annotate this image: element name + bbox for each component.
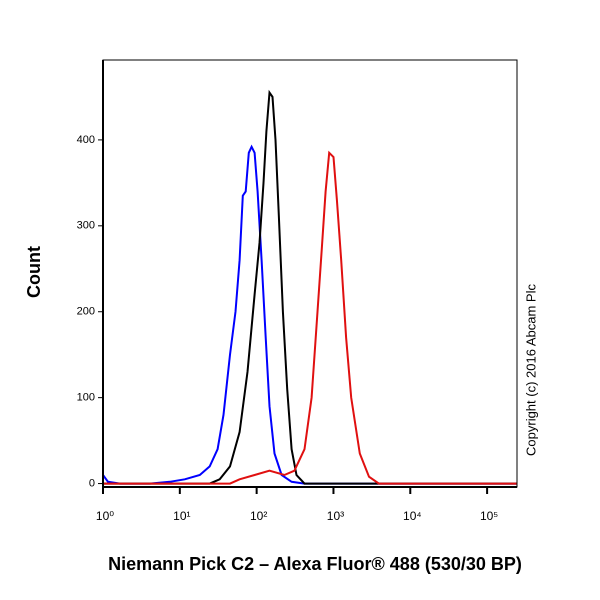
plot-frame	[102, 59, 518, 488]
y-axis-label: Count	[24, 246, 44, 298]
x-tick-label: 10⁴	[403, 509, 422, 523]
x-tick-label: 10³	[327, 509, 344, 523]
y-tick-label: 200	[77, 306, 95, 318]
copyright: Copyright (c) 2016 Abcam Plc	[523, 284, 538, 456]
y-tick-label: 300	[77, 220, 95, 232]
x-tick-label: 10⁵	[480, 509, 498, 523]
y-tick-label: 0	[89, 477, 95, 489]
histogram-line	[103, 89, 517, 485]
y-tick-label: 400	[77, 134, 95, 146]
x-tick-label: 10¹	[173, 509, 190, 523]
histogram-line	[102, 144, 517, 485]
x-axis-label: Niemann Pick C2 – Alexa Fluor® 488 (530/…	[108, 554, 522, 574]
histogram-line	[103, 150, 517, 485]
y-tick-label: 100	[77, 392, 95, 404]
x-tick-label: 10⁰	[96, 509, 114, 523]
x-tick-label: 10²	[250, 509, 267, 523]
